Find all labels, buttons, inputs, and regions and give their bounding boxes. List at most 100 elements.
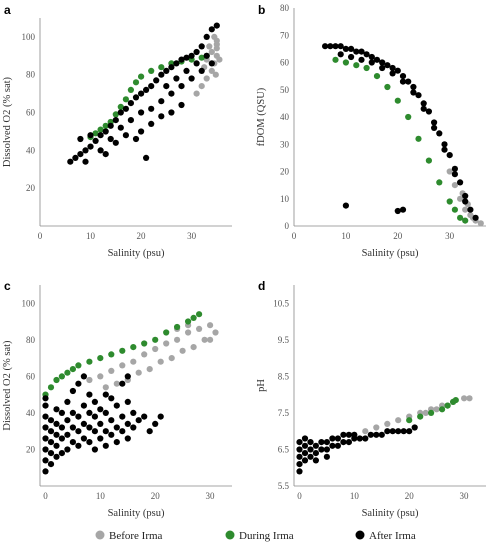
data-point <box>72 154 79 161</box>
data-point <box>97 132 104 139</box>
data-point <box>457 214 464 221</box>
data-point <box>69 424 76 431</box>
data-point <box>158 113 165 120</box>
data-point <box>168 64 175 71</box>
data-point <box>58 424 65 431</box>
data-point <box>358 56 365 63</box>
data-point <box>373 73 381 80</box>
data-point <box>185 329 192 336</box>
data-point <box>148 67 155 74</box>
data-point <box>163 67 170 74</box>
y-tick-label: 8.5 <box>278 371 290 381</box>
x-tick-label: 10 <box>96 491 106 501</box>
data-point <box>379 64 386 72</box>
data-point <box>132 135 140 143</box>
data-point <box>102 151 109 158</box>
data-point <box>406 417 413 424</box>
data-point <box>108 395 115 402</box>
data-point <box>318 439 325 446</box>
x-axis-title: Salinity (psu) <box>108 508 165 519</box>
data-point <box>203 33 210 41</box>
data-point <box>112 111 119 118</box>
data-point <box>193 60 200 67</box>
data-point <box>122 96 129 103</box>
data-point <box>127 86 134 93</box>
data-point <box>208 67 215 74</box>
data-point <box>329 442 336 449</box>
data-point <box>441 141 448 148</box>
data-point <box>168 90 175 97</box>
data-point <box>146 428 153 435</box>
x-tick-label: 30 <box>445 231 455 241</box>
data-point <box>420 105 427 112</box>
x-tick-label: 0 <box>297 491 302 501</box>
data-point <box>53 442 60 449</box>
data-point <box>467 206 474 213</box>
data-point <box>124 420 131 427</box>
data-point <box>193 90 200 97</box>
data-point <box>69 387 76 395</box>
data-point <box>146 366 153 373</box>
data-point <box>431 124 438 131</box>
data-point <box>130 424 137 431</box>
data-point <box>216 56 223 63</box>
data-point <box>86 376 93 384</box>
data-point <box>334 442 341 449</box>
data-point <box>384 420 391 427</box>
data-point <box>425 157 432 164</box>
data-point <box>47 461 55 468</box>
data-point <box>80 420 87 427</box>
data-point <box>462 198 469 205</box>
data-point <box>117 109 124 116</box>
data-point <box>113 424 120 431</box>
y-axis-title: pH <box>256 379 267 392</box>
data-point <box>312 457 319 464</box>
data-point <box>53 453 60 460</box>
data-point <box>42 435 49 442</box>
panel-letter: c <box>4 279 11 293</box>
data-point <box>127 100 134 107</box>
data-point <box>112 117 119 124</box>
data-point <box>75 442 82 449</box>
data-point <box>141 340 148 347</box>
data-point <box>394 67 401 74</box>
y-tick-label: 100 <box>22 32 36 42</box>
y-tick-label: 60 <box>280 58 290 68</box>
data-point <box>127 117 134 124</box>
data-point <box>296 453 303 460</box>
data-point <box>206 43 213 50</box>
data-point <box>384 62 391 69</box>
data-point <box>207 322 214 329</box>
data-point <box>42 413 49 420</box>
data-point <box>411 424 418 431</box>
data-point <box>87 132 94 139</box>
data-point <box>207 336 214 343</box>
data-point <box>190 314 197 321</box>
data-point <box>301 457 309 464</box>
data-point <box>327 43 334 50</box>
data-point <box>130 409 137 416</box>
data-point <box>97 355 104 362</box>
data-point <box>58 409 65 416</box>
data-point <box>75 428 82 435</box>
series-during-irma <box>87 52 210 141</box>
data-point <box>168 355 175 362</box>
y-axis-title: fDOM (QSU) <box>256 87 267 146</box>
data-point <box>462 192 469 200</box>
data-point <box>77 135 84 143</box>
panel-letter: a <box>4 3 11 17</box>
data-point <box>42 468 49 475</box>
data-point <box>58 373 65 380</box>
data-point <box>395 417 402 424</box>
data-point <box>373 424 380 431</box>
data-point <box>190 344 197 351</box>
data-point <box>97 420 104 427</box>
data-point <box>301 450 309 457</box>
x-tick-label: 10 <box>350 491 360 501</box>
data-point <box>53 376 60 384</box>
y-tick-label: 5.5 <box>278 481 290 491</box>
data-point <box>53 420 60 427</box>
data-point <box>97 373 104 380</box>
data-point <box>208 48 215 56</box>
data-point <box>332 43 339 50</box>
